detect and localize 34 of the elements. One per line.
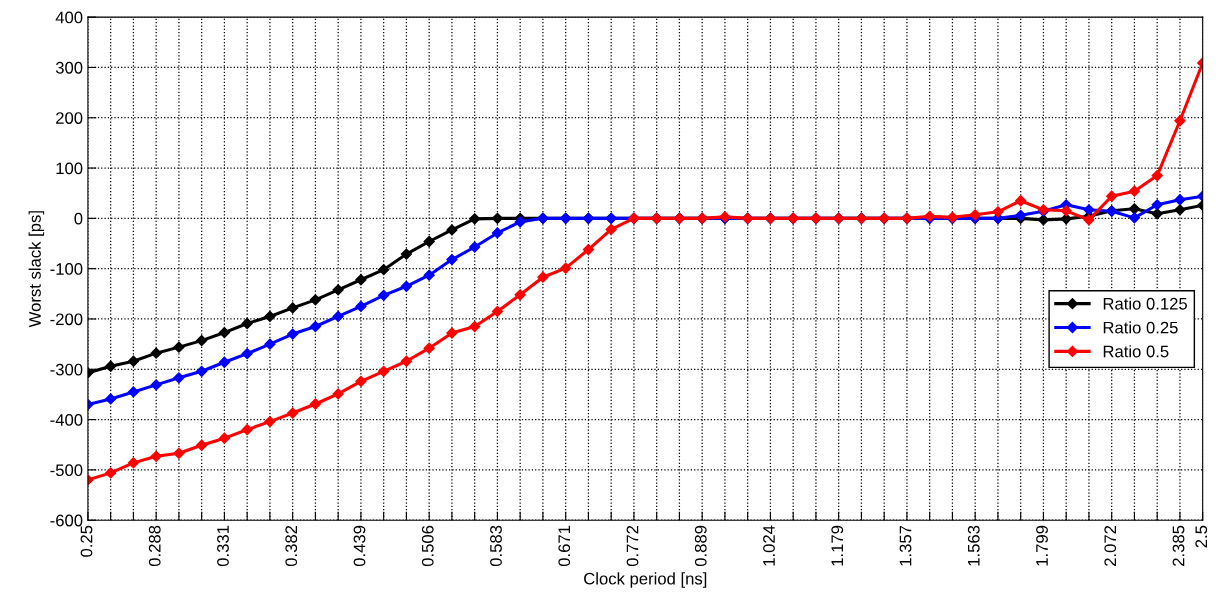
x-tick-label: 1.024 [763, 525, 775, 566]
x-tick-label: 0.506 [421, 525, 434, 567]
legend-label: Ratio 0.25 [1103, 321, 1178, 334]
x-tick-label: 0.439 [353, 525, 366, 567]
legend-label: Ratio 0.5 [1103, 345, 1169, 358]
x-tick-label: 0.889 [694, 525, 707, 567]
y-tick-label: -500 [50, 464, 83, 477]
y-tick-label: -200 [50, 313, 83, 326]
x-tick-label: 1.563 [967, 525, 980, 566]
x-tick-label: 0.671 [558, 525, 571, 567]
x-axis-title: Clock period [ns] [584, 572, 707, 588]
y-axis-title: Worst slack [ps] [28, 211, 45, 328]
y-tick-label: -400 [50, 413, 83, 426]
x-tick-label: 0.288 [148, 525, 161, 567]
x-tick-label: 1.799 [1036, 525, 1048, 566]
x-tick-label: 2.072 [1104, 525, 1117, 566]
x-tick-label: 1.179 [831, 525, 844, 566]
x-tick-label: 0.331 [217, 525, 229, 567]
x-tick-label: 2.5 [1195, 525, 1208, 548]
x-tick-label: 0.583 [490, 525, 502, 567]
x-tick-label: 1.357 [899, 525, 912, 566]
x-tick-label: 0.382 [285, 525, 298, 567]
y-tick-label: 300 [55, 61, 83, 74]
y-tick-label: -100 [50, 263, 83, 275]
x-tick-label: 0.25 [80, 525, 93, 557]
y-tick-label: 0 [74, 212, 83, 225]
y-tick-label: -600 [50, 514, 83, 527]
y-tick-label: 100 [56, 162, 83, 175]
y-tick-label: 200 [56, 112, 83, 124]
y-tick-label: -300 [50, 363, 83, 376]
x-tick-label: 2.385 [1172, 525, 1185, 566]
y-tick-label: 400 [55, 11, 83, 24]
x-tick-label: 0.772 [626, 525, 639, 567]
legend-label: Ratio 0.125 [1103, 297, 1187, 310]
